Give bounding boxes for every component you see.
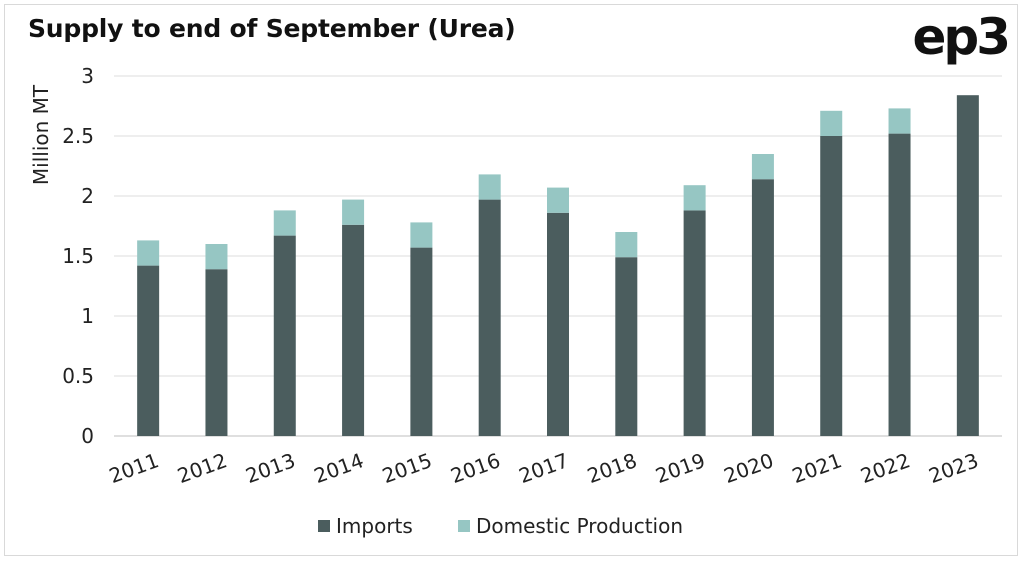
- bar-domestic-2016: [478, 174, 501, 200]
- bar-imports-2017: [547, 212, 569, 436]
- x-tick-label: 2016: [447, 448, 503, 488]
- y-tick-label: 0.5: [62, 364, 94, 388]
- x-tick-label: 2012: [174, 448, 230, 488]
- bar-imports-2019: [683, 210, 706, 436]
- bar-domestic-2011: [137, 240, 160, 266]
- y-tick-label: 2: [81, 184, 94, 208]
- bar-domestic-2020: [751, 154, 774, 180]
- bar-imports-2020: [751, 179, 774, 436]
- legend-label: Domestic Production: [476, 514, 683, 538]
- bar-domestic-2013: [273, 210, 296, 236]
- legend-label: Imports: [336, 514, 413, 538]
- legend: Imports Domestic Production: [318, 514, 683, 538]
- chart-title: Supply to end of September (Urea): [28, 14, 516, 43]
- y-tick-label: 1: [81, 304, 94, 328]
- legend-swatch: [318, 520, 330, 532]
- bar-domestic-2021: [820, 110, 843, 136]
- x-tick-label: 2020: [721, 448, 777, 488]
- bar-domestic-2022: [888, 108, 911, 134]
- x-tick-label: 2014: [311, 448, 367, 488]
- y-axis-label: Million MT: [29, 84, 53, 185]
- bars: [137, 95, 979, 436]
- bar-imports-2014: [342, 224, 365, 436]
- bar-domestic-2018: [615, 232, 638, 258]
- x-tick-label: 2023: [926, 448, 982, 488]
- y-axis-ticks: 0 0.5 1 1.5 2 2.5 3: [62, 64, 94, 448]
- x-tick-label: 2022: [857, 448, 913, 488]
- y-tick-label: 1.5: [62, 244, 94, 268]
- bar-imports-2012: [205, 269, 228, 436]
- bar-imports-2022: [888, 133, 911, 436]
- bar-imports-2018: [615, 257, 638, 436]
- x-tick-label: 2011: [106, 448, 162, 488]
- y-tick-label: 0: [81, 424, 94, 448]
- bar-domestic-2019: [683, 185, 706, 211]
- bar-imports-2015: [410, 247, 433, 436]
- bar-imports-2013: [273, 235, 296, 436]
- bar-domestic-2015: [410, 222, 433, 248]
- y-tick-label: 3: [81, 64, 94, 88]
- bar-domestic-2017: [547, 187, 569, 213]
- legend-swatch: [458, 520, 470, 532]
- bar-domestic-2014: [342, 199, 365, 225]
- x-tick-label: 2019: [652, 448, 708, 488]
- ep3-logo: ep3: [912, 8, 1011, 66]
- x-tick-label: 2013: [242, 448, 298, 488]
- bar-imports-2023: [956, 95, 979, 436]
- x-tick-label: 2017: [516, 448, 572, 488]
- x-tick-label: 2015: [379, 448, 435, 488]
- x-axis-ticks: 2011 2012 2013 2014 2015 2016 2017 2018 2019 2020…: [106, 448, 982, 488]
- bar-imports-2021: [820, 136, 843, 436]
- chart-frame: [4, 4, 1018, 556]
- bar-imports-2011: [137, 265, 160, 436]
- x-tick-label: 2018: [584, 448, 640, 488]
- y-tick-label: 2.5: [62, 124, 94, 148]
- x-tick-label: 2021: [789, 448, 845, 488]
- bar-domestic-2012: [205, 244, 228, 270]
- bar-imports-2016: [478, 199, 501, 436]
